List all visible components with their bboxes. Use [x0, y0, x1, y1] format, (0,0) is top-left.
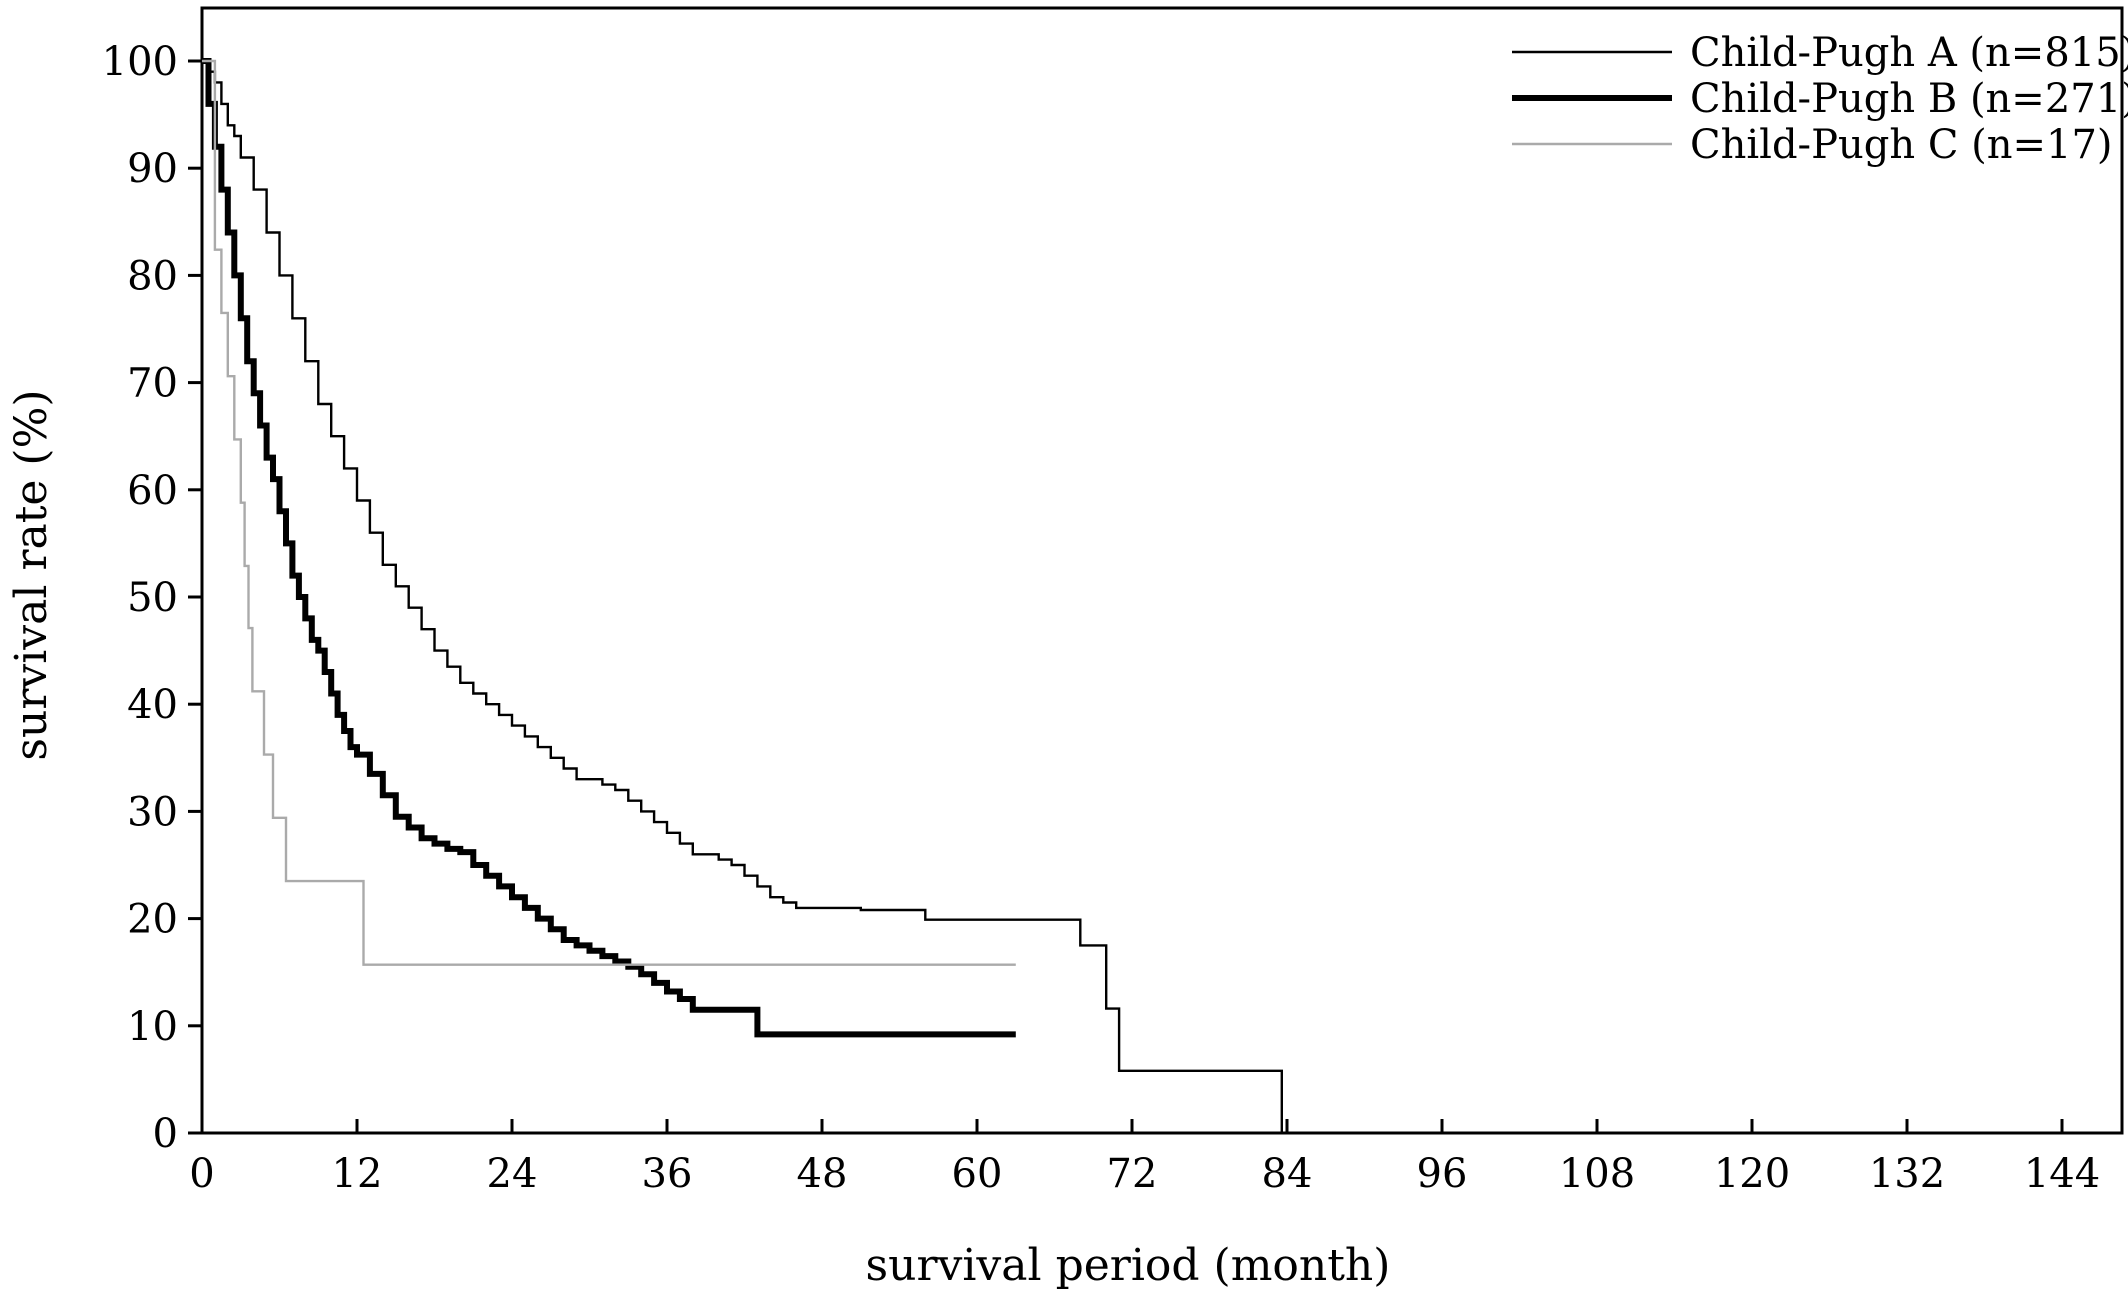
x-tick-label: 144	[2024, 1151, 2100, 1197]
legend: Child-Pugh A (n=815)Child-Pugh B (n=271)…	[1512, 30, 2128, 168]
x-tick-label: 36	[642, 1151, 693, 1197]
tick-marks	[188, 59, 2064, 1135]
x-tick-label: 108	[1559, 1151, 1635, 1197]
x-tick-label: 60	[952, 1151, 1003, 1197]
x-tick-label: 96	[1417, 1151, 1468, 1197]
x-tick-label: 24	[487, 1151, 538, 1197]
legend-label-1: Child-Pugh A (n=815)	[1690, 30, 2128, 76]
y-tick-label: 30	[127, 789, 178, 835]
x-tick-label: 132	[1869, 1151, 1945, 1197]
y-tick-labels: 0 10 20 30 40 50 60 70 80 90 100	[102, 39, 178, 1157]
y-tick-label: 40	[127, 682, 178, 728]
y-tick-label: 0	[153, 1111, 178, 1157]
series-line-3	[202, 59, 1016, 966]
x-axis-label: survival period (month)	[866, 1240, 1391, 1291]
x-tick-label: 48	[797, 1151, 848, 1197]
y-tick-label: 100	[102, 39, 178, 85]
axes	[200, 6, 2124, 1135]
x-tick-label: 84	[1262, 1151, 1313, 1197]
x-tick-label: 12	[332, 1151, 383, 1197]
plot-frame	[200, 6, 2124, 1135]
y-tick-label: 60	[127, 468, 178, 514]
y-tick-label: 80	[127, 253, 178, 299]
series-lines	[202, 58, 1283, 1133]
y-tick-label: 70	[127, 361, 178, 407]
series-line-2	[202, 58, 1016, 1038]
x-tick-label: 0	[189, 1151, 214, 1197]
y-tick-label: 50	[127, 575, 178, 621]
y-tick-label: 20	[127, 897, 178, 943]
y-tick-label: 10	[127, 1004, 178, 1050]
x-tick-label: 72	[1107, 1151, 1158, 1197]
x-tick-labels: 0 12 24 36 48 60 72 84 96 108 120 132 144	[189, 1151, 2100, 1197]
series-line-1	[202, 59, 1283, 1133]
legend-label-3: Child-Pugh C (n=17)	[1690, 122, 2113, 168]
y-axis-label: survival rate (%)	[6, 389, 57, 760]
y-tick-label: 90	[127, 146, 178, 192]
x-tick-label: 120	[1714, 1151, 1790, 1197]
legend-label-2: Child-Pugh B (n=271)	[1690, 76, 2128, 122]
